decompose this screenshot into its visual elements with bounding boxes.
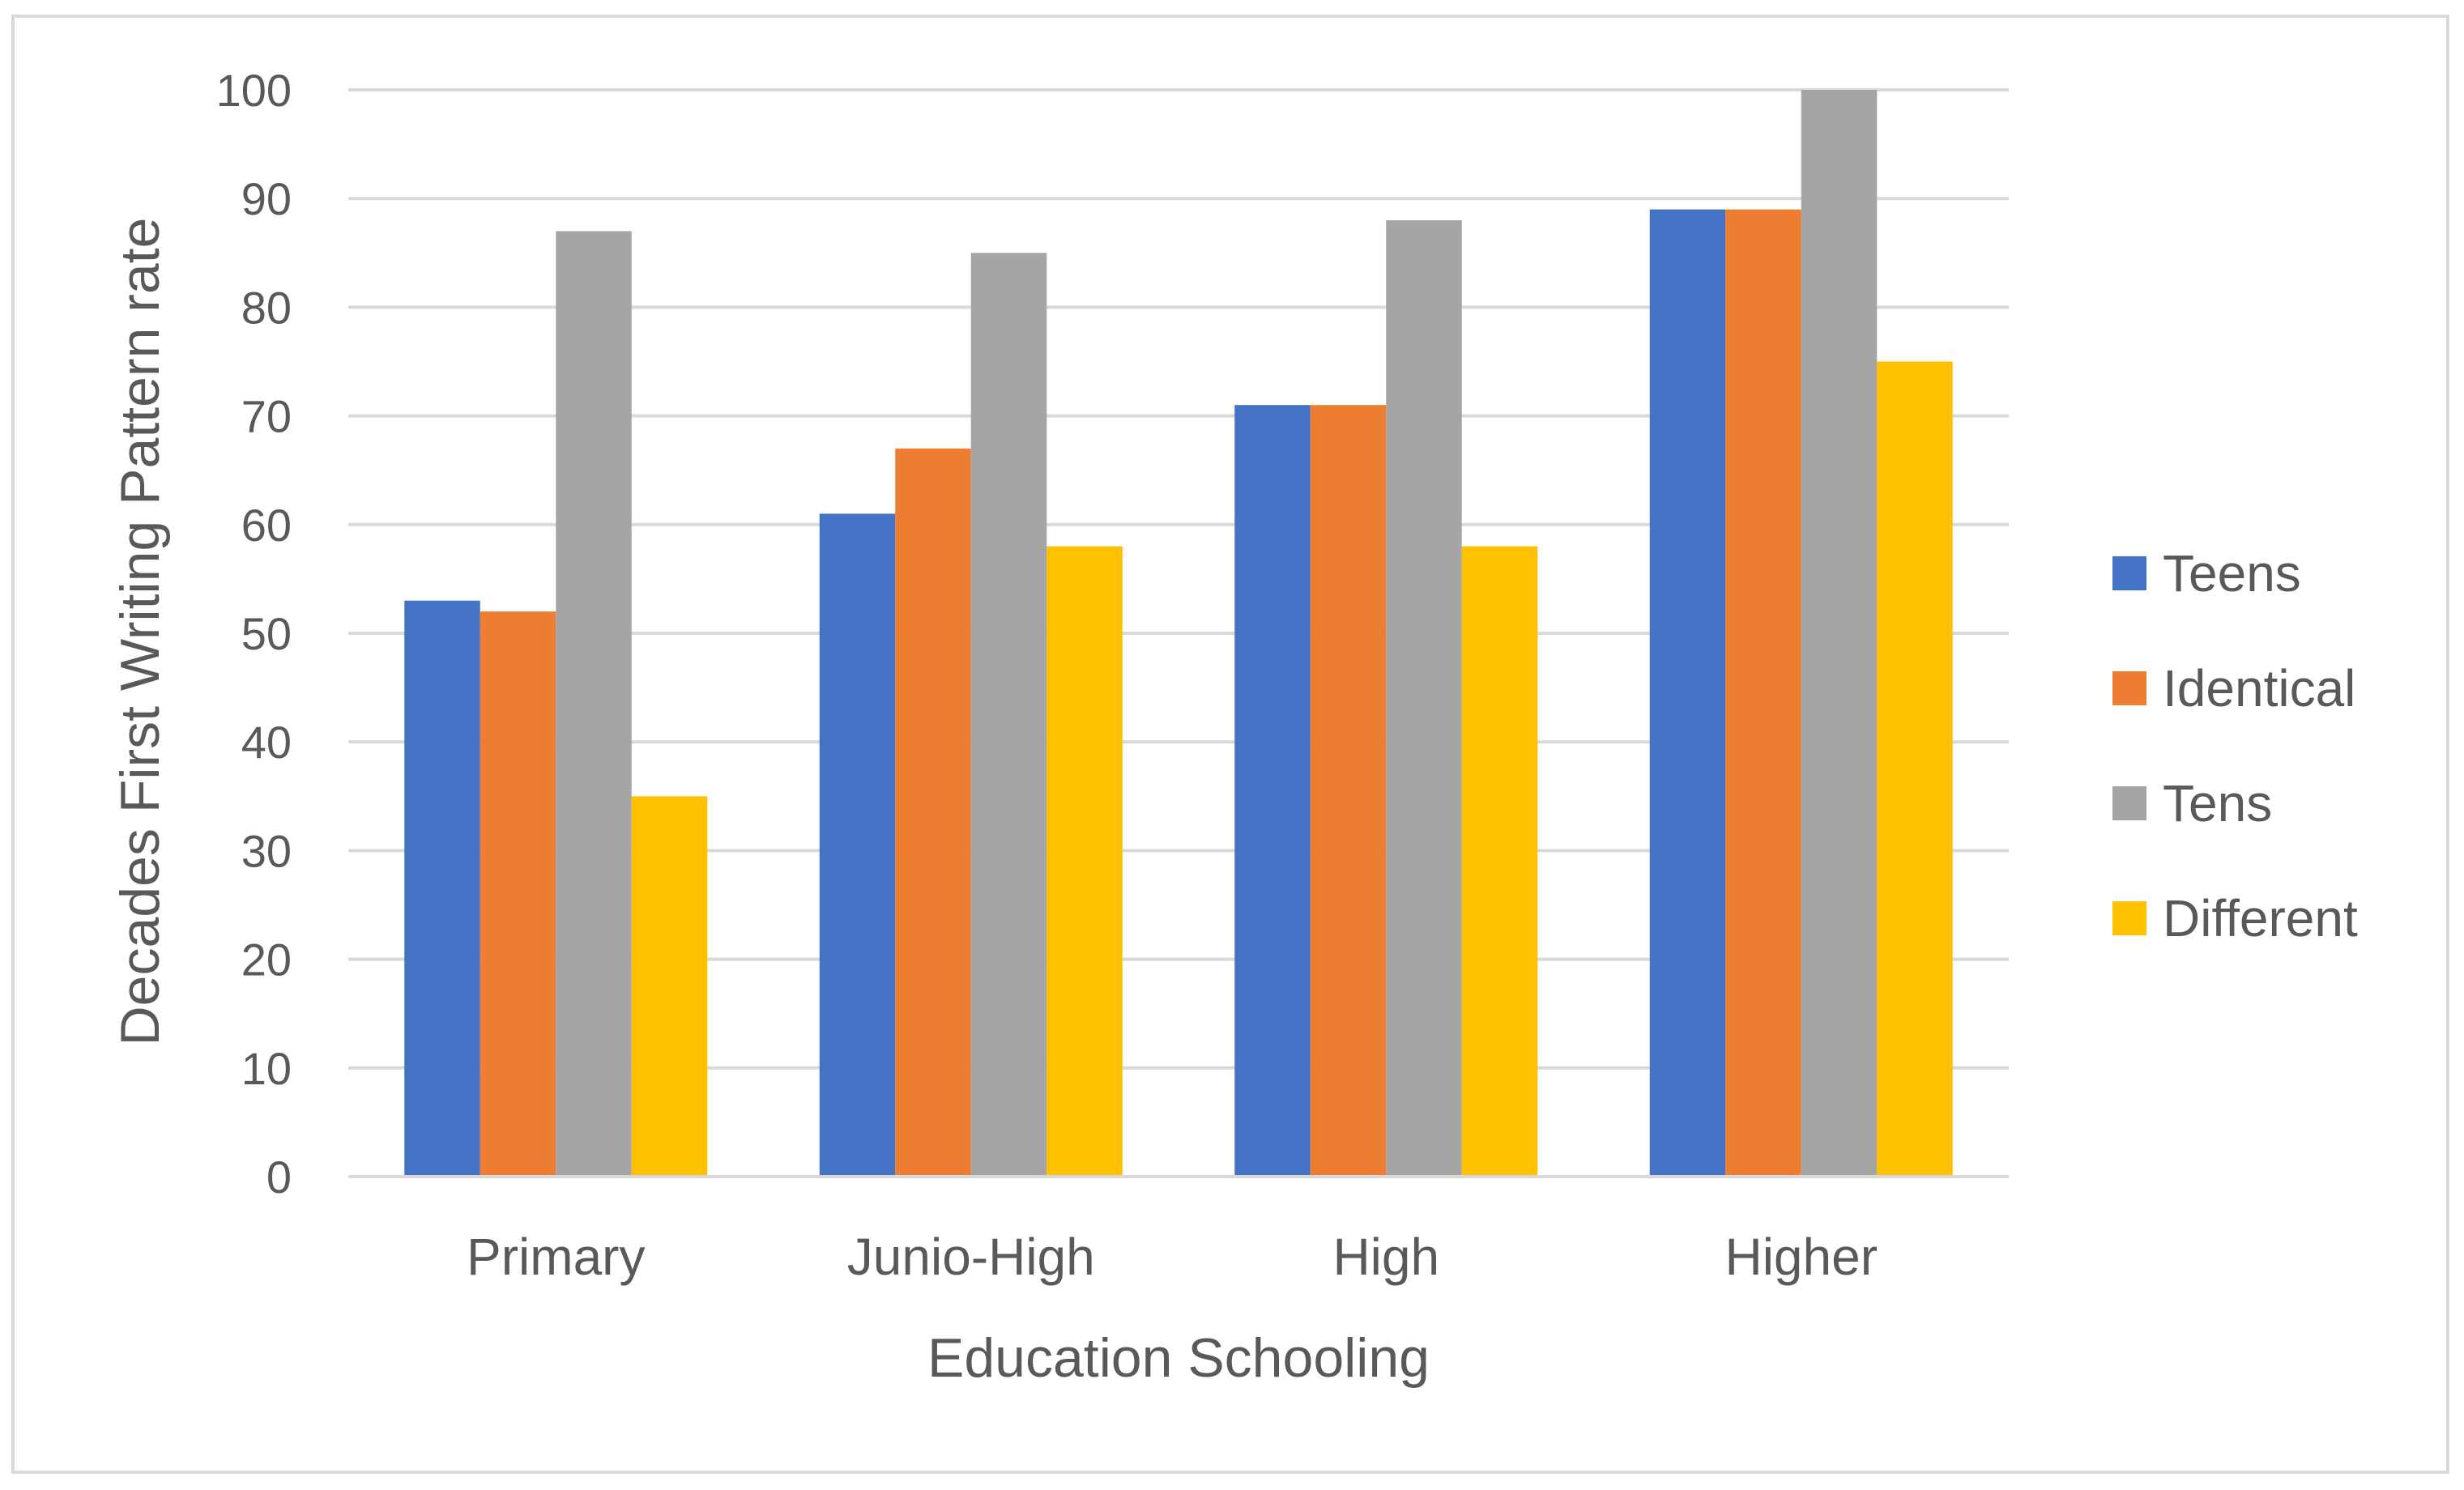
bar-tens-junio-high <box>970 253 1047 1177</box>
legend-label-teens: Teens <box>2163 544 2301 602</box>
x-axis-title: Education Schooling <box>927 1327 1430 1389</box>
legend-swatch-identical <box>2112 671 2146 705</box>
bar-identical-junio-high <box>895 448 971 1177</box>
bar-identical-high <box>1310 405 1387 1177</box>
y-tick-label: 70 <box>241 391 292 442</box>
x-category-label: Primary <box>467 1228 645 1286</box>
bar-tens-high <box>1386 220 1462 1177</box>
bar-different-primary <box>631 796 708 1177</box>
y-tick-label: 0 <box>266 1152 292 1203</box>
y-tick-label: 50 <box>241 608 292 659</box>
y-tick-label: 60 <box>241 500 292 551</box>
bar-different-high <box>1461 546 1538 1177</box>
bar-different-junio-high <box>1047 546 1123 1177</box>
legend-swatch-teens <box>2112 556 2146 590</box>
bar-teens-high <box>1234 405 1311 1177</box>
y-tick-label: 20 <box>241 934 292 986</box>
legend-label-tens: Tens <box>2163 774 2272 832</box>
bar-teens-higher <box>1649 209 1726 1177</box>
y-tick-label: 80 <box>241 282 292 333</box>
bars <box>404 90 1953 1177</box>
bar-teens-junio-high <box>819 513 896 1177</box>
legend-swatch-different <box>2112 901 2146 935</box>
legend-swatch-tens <box>2112 786 2146 820</box>
x-category-label: Higher <box>1724 1228 1878 1286</box>
y-tick-label: 10 <box>241 1043 292 1094</box>
chart-frame <box>11 15 2449 1474</box>
bar-different-higher <box>1877 361 1953 1177</box>
y-tick-label: 30 <box>241 825 292 876</box>
x-category-label: Junio-High <box>847 1228 1095 1286</box>
bar-identical-higher <box>1725 209 1801 1177</box>
bar-identical-primary <box>480 611 556 1177</box>
legend-label-different: Different <box>2163 889 2358 947</box>
y-tick-label: 90 <box>241 173 292 224</box>
legend: Teens Identical Tens Different <box>2112 544 2358 947</box>
bar-tens-higher <box>1801 90 1878 1177</box>
x-category-label: High <box>1332 1228 1439 1286</box>
bar-tens-primary <box>556 231 632 1177</box>
y-tick-label: 100 <box>216 65 292 116</box>
x-axis-categories: Primary Junio-High High Higher <box>467 1228 1878 1286</box>
legend-label-identical: Identical <box>2163 659 2355 717</box>
y-tick-label: 40 <box>241 717 292 768</box>
bar-teens-primary <box>404 600 480 1177</box>
y-axis-title: Decades First Writing Pattern rate <box>109 218 171 1046</box>
y-axis-ticks: 0 10 20 30 40 50 60 70 80 90 100 <box>216 65 292 1203</box>
